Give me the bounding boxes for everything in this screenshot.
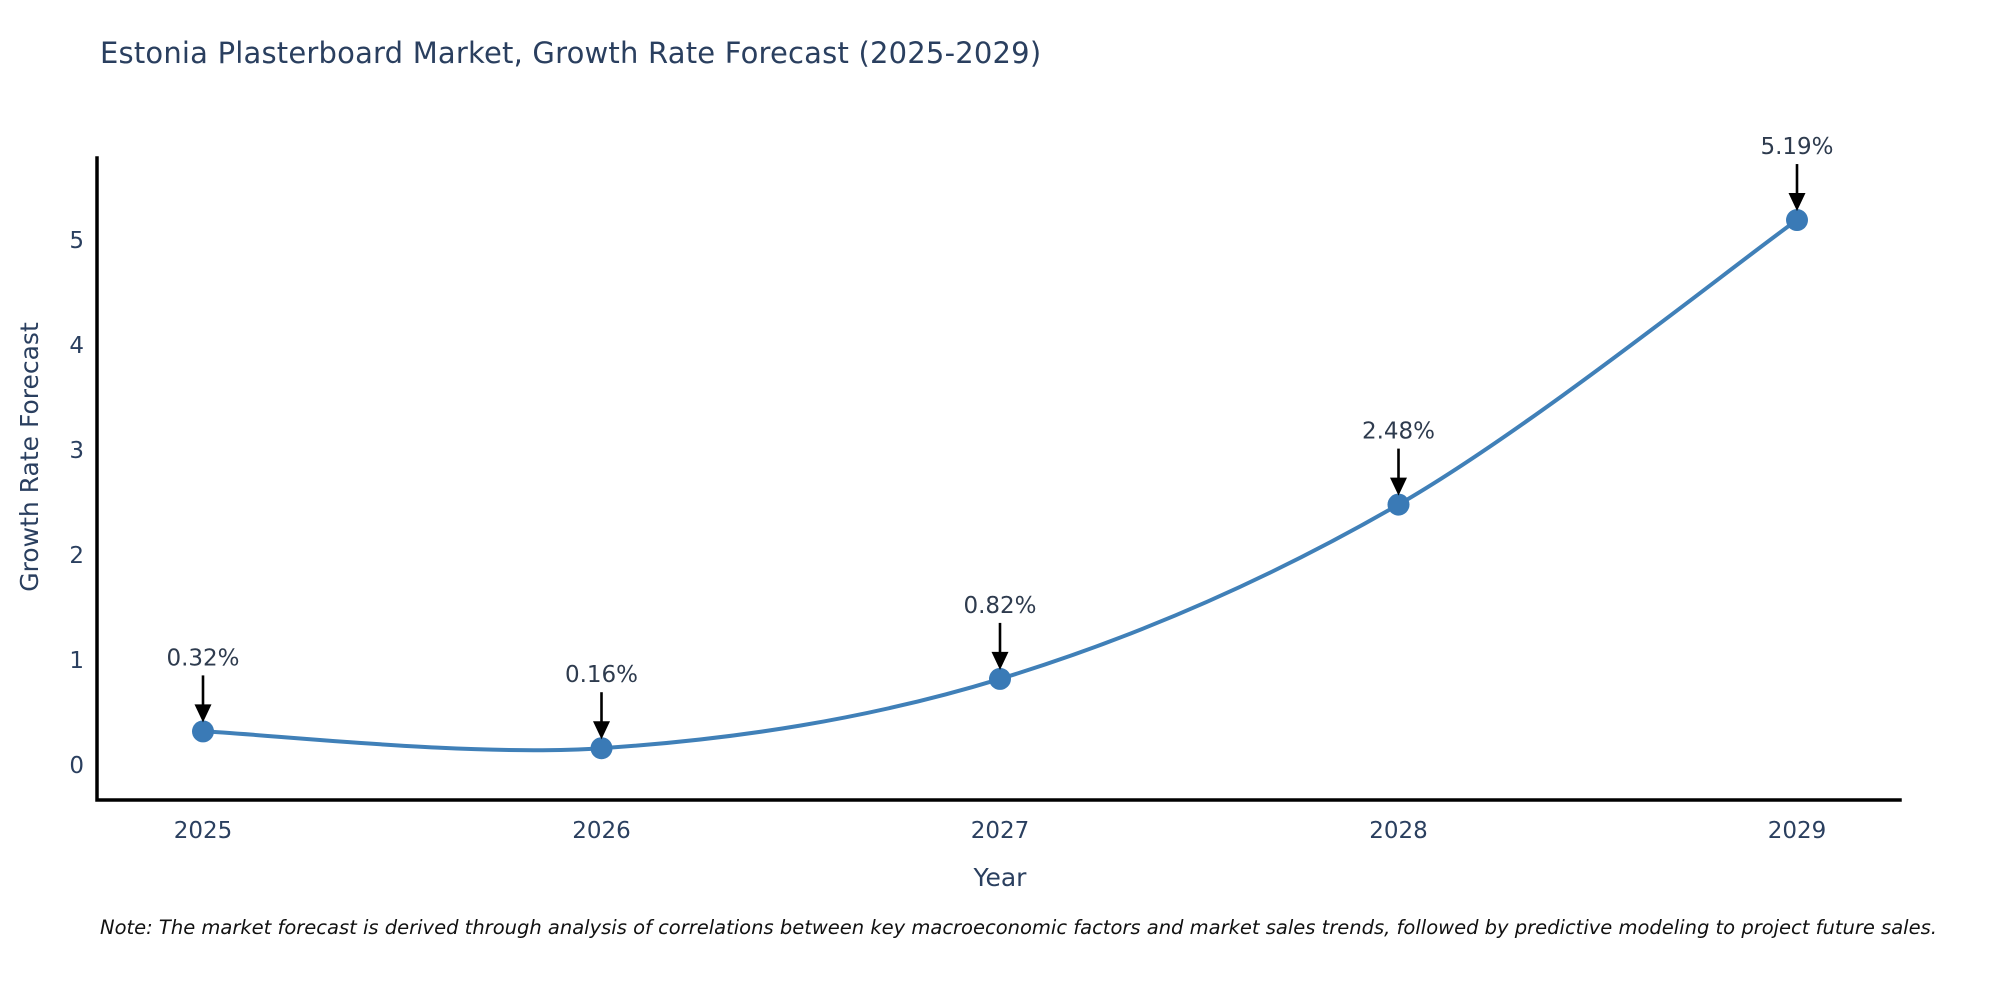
x-tick-label: 2025: [174, 818, 233, 844]
data-point-marker: [1786, 209, 1808, 232]
annotations-group: 0.32% 0.16% 0.82% 2.48% 5.19%: [166, 134, 1834, 740]
y-axis-title: Growth Rate Forecast: [15, 322, 44, 592]
x-tick-label: 2029: [1768, 818, 1827, 844]
tick-labels-group: 0 1 2 3 4 5 2025 2026 2027 2028 2029: [69, 228, 1826, 844]
axis-lines: [95, 156, 1902, 802]
y-tick-label: 3: [69, 438, 84, 464]
x-tick-label: 2026: [572, 818, 631, 844]
y-tick-label: 5: [69, 228, 84, 254]
down-arrow-icon: [991, 651, 1009, 670]
point-value-label: 2.48%: [1362, 419, 1435, 445]
x-axis-title: Year: [973, 863, 1028, 892]
y-tick-label: 0: [69, 753, 84, 779]
data-point-marker: [192, 720, 214, 743]
y-tick-label: 4: [69, 333, 84, 359]
down-arrow-icon: [1390, 477, 1407, 496]
point-value-label: 0.16%: [565, 662, 638, 688]
data-point-marker: [1387, 493, 1410, 516]
data-point-marker: [989, 667, 1011, 690]
down-arrow-icon: [1788, 193, 1806, 212]
footnote: Note: The market forecast is derived thr…: [100, 916, 1937, 939]
point-value-label: 0.32%: [166, 645, 239, 671]
x-tick-label: 2027: [971, 818, 1030, 844]
down-arrow-icon: [194, 704, 212, 723]
down-arrow-icon: [593, 721, 610, 740]
y-tick-label: 2: [69, 543, 84, 569]
series-group: [192, 209, 1808, 760]
data-point-marker: [590, 737, 613, 760]
point-value-label: 5.19%: [1760, 134, 1833, 160]
point-value-label: 0.82%: [963, 593, 1036, 619]
chart-title: Estonia Plasterboard Market, Growth Rate…: [100, 36, 1042, 70]
y-tick-label: 1: [69, 648, 84, 674]
axes-group: [95, 156, 1902, 802]
x-tick-label: 2028: [1369, 818, 1428, 844]
